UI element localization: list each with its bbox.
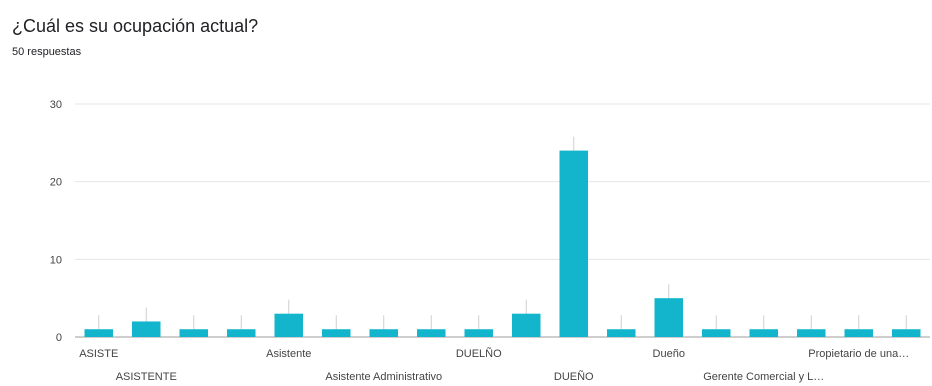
y-tick-label: 30 — [50, 99, 62, 111]
response-count: 50 respuestas — [12, 46, 82, 58]
y-tick-label: 0 — [56, 332, 62, 344]
x-tick-label: Dueño — [653, 348, 685, 360]
bar — [844, 329, 873, 337]
x-tick-label: Gerente Comercial y L… — [703, 371, 824, 383]
x-tick-label: Propietario de una… — [808, 348, 909, 360]
question-title: ¿Cuál es su ocupación actual? — [12, 16, 259, 36]
x-tick-label: Asistente — [266, 348, 311, 360]
bar — [702, 329, 731, 337]
bar — [179, 329, 208, 337]
x-tick-label: DUELÑO — [456, 347, 502, 360]
bar — [654, 298, 683, 337]
x-tick-label: ASISTENTE — [116, 371, 177, 383]
bar — [512, 313, 541, 337]
bar — [84, 329, 113, 337]
bar — [464, 329, 493, 337]
x-tick-label: DUEÑO — [554, 370, 594, 383]
bar — [559, 150, 588, 337]
bar — [132, 321, 161, 337]
bar — [892, 329, 921, 337]
x-tick-label: Asistente Administrativo — [325, 371, 442, 383]
bar — [274, 313, 303, 337]
bar — [607, 329, 636, 337]
bar — [322, 329, 351, 337]
bar — [369, 329, 398, 337]
bar — [797, 329, 826, 337]
x-tick-label: ASISTE — [79, 348, 118, 360]
y-tick-label: 20 — [50, 177, 62, 189]
bar — [417, 329, 446, 337]
bar — [227, 329, 256, 337]
bar — [749, 329, 778, 337]
y-tick-label: 10 — [50, 254, 62, 266]
